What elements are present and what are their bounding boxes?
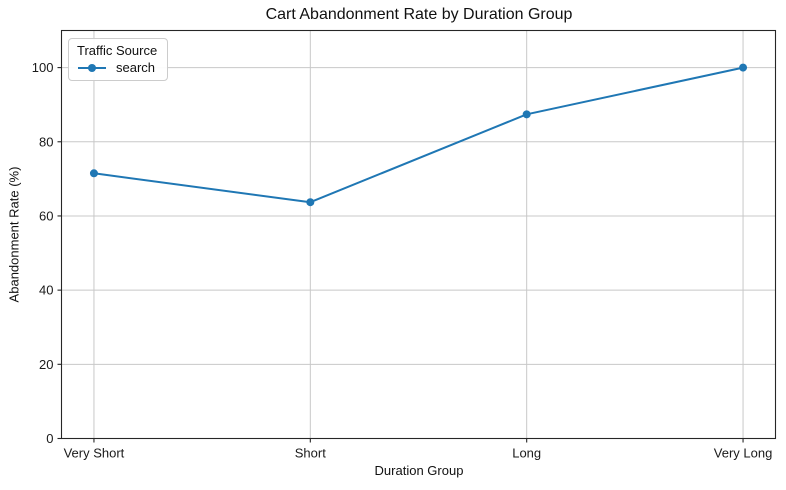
y-tick-label: 40 [39,283,53,298]
plot-border [60,29,777,440]
series-line [92,66,745,204]
x-tick-label: Short [295,446,326,461]
data-point-marker [522,110,531,119]
legend-entry-label: search [116,60,156,75]
data-point-marker [739,63,748,72]
legend-entries: search [77,60,157,75]
x-axis-label: Duration Group [374,463,464,478]
legend-title: Traffic Source [77,43,158,58]
legend: Traffic Source search [68,38,169,81]
data-point-marker [306,198,315,207]
y-tick-label: 100 [32,60,54,75]
y-tick-label: 20 [39,357,53,372]
y-tick-label: 60 [39,209,53,224]
legend-entry: search [77,60,157,75]
x-tick-label: Very Long [714,446,773,461]
x-tick-label: Long [512,446,541,461]
y-tick-label: 0 [46,431,53,446]
legend-marker-sample [88,63,96,72]
chart-title: Cart Abandonment Rate by Duration Group [265,6,573,23]
data-point-marker [89,169,98,178]
x-tick-label: Very Short [64,446,125,461]
y-tick-label: 80 [39,134,53,149]
legend-line-sample [78,63,106,72]
